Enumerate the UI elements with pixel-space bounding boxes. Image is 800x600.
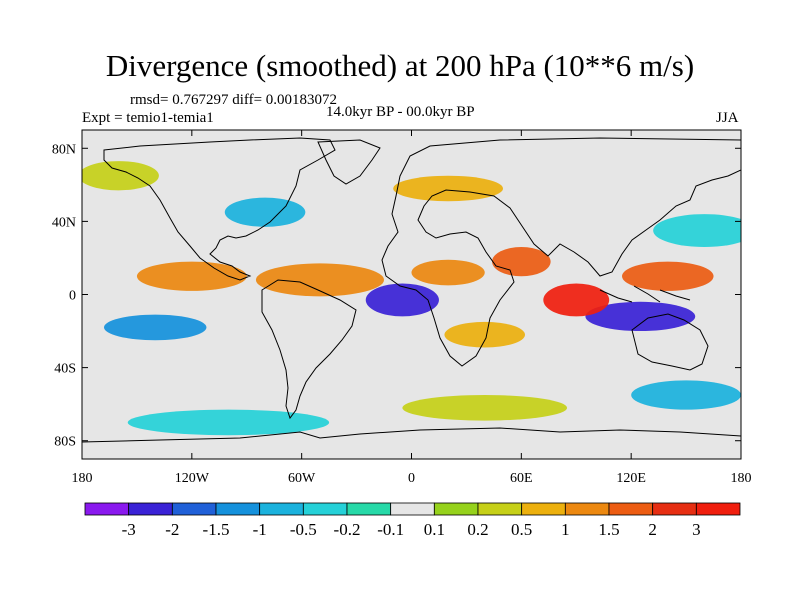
colorbar-label-0: -3 (122, 520, 136, 539)
x-tick-label-2: 60W (288, 471, 316, 486)
field-blob-2 (543, 283, 610, 317)
colorbar-swatch-10 (521, 502, 566, 516)
colorbar-swatch-5 (302, 502, 348, 516)
season-label: JJA (716, 110, 739, 126)
stats-text: rmsd= 0.767297 diff= 0.00183072 (130, 92, 338, 108)
colorbar-swatch-12 (608, 502, 654, 516)
coastline-antarctica (82, 427, 741, 443)
colorbar-swatch-6 (346, 502, 392, 516)
coastline-australia (631, 313, 709, 371)
colorbar-swatch-7 (390, 502, 435, 516)
x-tick-label-6: 180 (731, 471, 752, 486)
colorbar-swatch-14 (695, 502, 741, 516)
experiment-label: Expt = temio1-temia1 (82, 110, 214, 126)
x-tick-label-0: 180 (72, 471, 93, 486)
chart-title: Divergence (smoothed) at 200 hPa (10**6 … (105, 48, 695, 83)
colorbar-label-12: 2 (648, 520, 657, 539)
colorbar-label-3: -1 (253, 520, 267, 539)
colorbar-swatch-9 (477, 502, 523, 516)
field-blob-15 (127, 409, 330, 436)
coastline-greenland (317, 139, 381, 185)
x-tick-label-1: 120W (175, 471, 210, 486)
coastlines (82, 137, 741, 443)
field-blob-5 (136, 261, 247, 291)
x-tick-label-5: 120E (616, 471, 646, 486)
colorbar-swatch-13 (652, 502, 697, 516)
field-blob-12 (393, 175, 504, 202)
colorbar-label-4: -0.5 (290, 520, 317, 539)
field-blob-6 (255, 263, 385, 297)
field-blob-9 (444, 321, 525, 348)
colorbar-label-10: 1 (561, 520, 570, 539)
y-tick-label-2: 0 (69, 289, 76, 304)
field-blob-11 (224, 197, 306, 227)
colorbar-label-8: 0.2 (467, 520, 488, 539)
coastline-eurasia-africa (381, 137, 741, 367)
field-blob-16 (631, 380, 741, 410)
field-blob-7 (411, 259, 485, 286)
field-blob-10 (653, 214, 741, 247)
colorbar-label-1: -2 (165, 520, 179, 539)
coastline-maritime-continent (599, 285, 691, 303)
period-label: 14.0kyr BP - 00.0kyr BP (326, 104, 475, 120)
y-tick-label-1: 40N (52, 215, 76, 230)
colorbar-label-2: -1.5 (203, 520, 230, 539)
field-blob-14 (402, 395, 568, 421)
colorbar-label-13: 3 (692, 520, 701, 539)
y-tick-label-4: 80S (54, 435, 76, 450)
colorbar-swatch-11 (564, 502, 610, 516)
colorbar-label-5: -0.2 (334, 520, 361, 539)
colorbar-swatch-1 (128, 502, 173, 516)
field-blob-4 (622, 261, 714, 291)
colorbar-swatch-3 (215, 502, 261, 516)
field-layer (82, 130, 741, 459)
axes: 180 120W 60W 0 60E 120E 180 80N 40N 0 40S 80S (52, 130, 752, 486)
colorbar-swatch-4 (259, 502, 304, 516)
colorbar: -3 -2 -1.5 -1 -0.5 -0.2 -0.1 0.1 0.2 0.5 1 1.5 2 3 (84, 502, 741, 539)
field-blob-0 (365, 283, 439, 317)
y-tick-label-3: 40S (54, 362, 76, 377)
colorbar-swatch-8 (433, 502, 479, 516)
colorbar-label-9: 0.5 (511, 520, 532, 539)
colorbar-swatch-0 (84, 502, 130, 516)
y-tick-label-0: 80N (52, 142, 76, 157)
colorbar-label-7: 0.1 (424, 520, 445, 539)
field-blob-1 (585, 301, 696, 332)
colorbar-swatch-2 (171, 502, 217, 516)
colorbar-label-11: 1.5 (598, 520, 619, 539)
x-tick-label-3: 0 (408, 471, 415, 486)
field-blob-8 (103, 314, 207, 341)
field-blob-13 (82, 161, 159, 191)
x-tick-label-4: 60E (510, 471, 533, 486)
coastline-south-america (261, 279, 357, 420)
colorbar-label-6: -0.1 (377, 520, 404, 539)
